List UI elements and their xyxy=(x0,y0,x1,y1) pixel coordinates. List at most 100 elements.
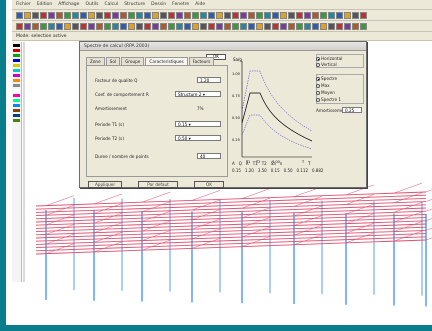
toolbar-button-icon[interactable] xyxy=(192,22,199,30)
menu-item[interactable]: Aide xyxy=(195,2,206,7)
toolbar-button-icon[interactable] xyxy=(240,22,247,30)
toolbar-button-icon[interactable] xyxy=(24,11,31,19)
toolbar-button-icon[interactable] xyxy=(272,11,279,19)
toolbar-button-icon[interactable] xyxy=(344,22,351,30)
structure-beam[interactable] xyxy=(141,201,171,213)
toolbar-button-icon[interactable] xyxy=(312,11,319,19)
structure-beam[interactable] xyxy=(293,224,323,236)
option-horizontal[interactable]: Horizontal xyxy=(316,56,342,61)
option-max[interactable]: Max xyxy=(316,83,330,88)
toolbar-button-icon[interactable] xyxy=(120,11,127,19)
structure-beam[interactable] xyxy=(241,188,271,199)
color-swatch[interactable] xyxy=(13,84,20,87)
toolbar-button-icon[interactable] xyxy=(88,22,95,30)
structure-beam[interactable] xyxy=(425,220,432,231)
toolbar-button-icon[interactable] xyxy=(320,22,327,30)
toolbar-button-icon[interactable] xyxy=(248,11,255,19)
toolbar-button-icon[interactable] xyxy=(48,22,55,30)
toolbar-button-icon[interactable] xyxy=(328,22,335,30)
structure-beam[interactable] xyxy=(93,232,123,243)
structure-beam[interactable] xyxy=(425,192,432,202)
color-swatch[interactable] xyxy=(13,94,20,97)
toolbar-button-icon[interactable] xyxy=(280,11,287,19)
structure-beam[interactable] xyxy=(393,230,423,242)
toolbar-button-icon[interactable] xyxy=(72,22,79,30)
toolbar-button-icon[interactable] xyxy=(104,11,111,19)
toolbar-button-icon[interactable] xyxy=(160,22,167,30)
structure-beam[interactable] xyxy=(293,215,323,226)
menu-item[interactable]: Fenetre xyxy=(172,2,190,7)
menu-item[interactable]: Calcul xyxy=(104,2,119,7)
structure-beam[interactable] xyxy=(345,223,375,234)
structure-beam[interactable] xyxy=(393,202,423,213)
structure-beam[interactable] xyxy=(93,241,123,253)
toolbar-button-icon[interactable] xyxy=(64,22,71,30)
structure-beam[interactable] xyxy=(141,230,171,241)
structure-beam[interactable] xyxy=(191,228,221,240)
structure-beam[interactable] xyxy=(45,233,75,245)
structure-beam[interactable] xyxy=(36,207,427,223)
toolbar-button-icon[interactable] xyxy=(312,22,319,30)
structure-beam[interactable] xyxy=(345,194,375,205)
toolbar-button-icon[interactable] xyxy=(144,11,151,19)
toolbar-button-icon[interactable] xyxy=(216,22,223,30)
structure-beam[interactable] xyxy=(345,184,375,196)
field-select-t2[interactable]: 0.50 ▾ xyxy=(175,135,221,141)
toolbar-button-icon[interactable] xyxy=(256,11,263,19)
structure-beam[interactable] xyxy=(36,210,427,226)
toolbar-button-icon[interactable] xyxy=(296,22,303,30)
structure-3d-view[interactable] xyxy=(36,150,432,320)
toolbar-button-icon[interactable] xyxy=(352,11,359,19)
menu-item[interactable]: Outils xyxy=(85,2,99,7)
defaults-button[interactable]: Par defaut xyxy=(138,181,178,188)
structure-beam[interactable] xyxy=(36,191,427,207)
structure-beam[interactable] xyxy=(191,209,221,220)
structure-beam[interactable] xyxy=(141,191,171,203)
color-swatch[interactable] xyxy=(13,89,20,92)
ok-button[interactable]: OK xyxy=(194,181,224,188)
field-select-t1[interactable]: 0.15 ▾ xyxy=(175,121,221,127)
structure-beam[interactable] xyxy=(36,194,427,210)
toolbar-button-icon[interactable] xyxy=(136,22,143,30)
toolbar-button-icon[interactable] xyxy=(208,11,215,19)
toolbar-button-icon[interactable] xyxy=(80,11,87,19)
toolbar-button-icon[interactable] xyxy=(304,22,311,30)
toolbar-button-icon[interactable] xyxy=(264,22,271,30)
structure-beam[interactable] xyxy=(93,212,123,224)
structure-beam[interactable] xyxy=(45,243,75,254)
tab-groupe[interactable]: Groupe xyxy=(121,57,145,65)
option-spectre[interactable]: Spectre xyxy=(316,76,337,81)
toolbar-button-icon[interactable] xyxy=(128,22,135,30)
toolbar-button-icon[interactable] xyxy=(352,22,359,30)
color-swatch[interactable] xyxy=(13,69,20,72)
menu-item[interactable]: Structure xyxy=(124,2,146,7)
color-swatch[interactable] xyxy=(13,49,20,52)
color-swatch[interactable] xyxy=(13,74,20,77)
apply-button[interactable]: Appliquer xyxy=(88,181,122,188)
toolbar-button-icon[interactable] xyxy=(168,11,175,19)
toolbar-button-icon[interactable] xyxy=(280,22,287,30)
toolbar-button-icon[interactable] xyxy=(40,11,47,19)
structure-beam[interactable] xyxy=(45,195,75,206)
toolbar-button-icon[interactable] xyxy=(160,11,167,19)
toolbar-button-icon[interactable] xyxy=(24,22,31,30)
structure-beam[interactable] xyxy=(36,233,427,249)
color-swatch[interactable] xyxy=(13,104,20,107)
toolbar-button-icon[interactable] xyxy=(272,22,279,30)
toolbar-button-icon[interactable] xyxy=(88,11,95,19)
structure-beam[interactable] xyxy=(393,192,423,203)
color-swatch[interactable] xyxy=(13,54,20,57)
structure-beam[interactable] xyxy=(393,182,423,194)
toolbar-button-icon[interactable] xyxy=(224,11,231,19)
structure-beam[interactable] xyxy=(36,201,427,217)
structure-beam[interactable] xyxy=(191,238,221,249)
toolbar-button-icon[interactable] xyxy=(344,11,351,19)
toolbar-button-icon[interactable] xyxy=(136,11,143,19)
toolbar-button-icon[interactable] xyxy=(360,22,367,30)
tab-caracteristiques[interactable]: Caracteristiques xyxy=(145,57,188,65)
toolbar-button-icon[interactable] xyxy=(80,22,87,30)
toolbar-button-icon[interactable] xyxy=(360,11,367,19)
color-swatch[interactable] xyxy=(13,114,20,117)
structure-beam[interactable] xyxy=(345,213,375,224)
structure-beam[interactable] xyxy=(36,229,427,245)
